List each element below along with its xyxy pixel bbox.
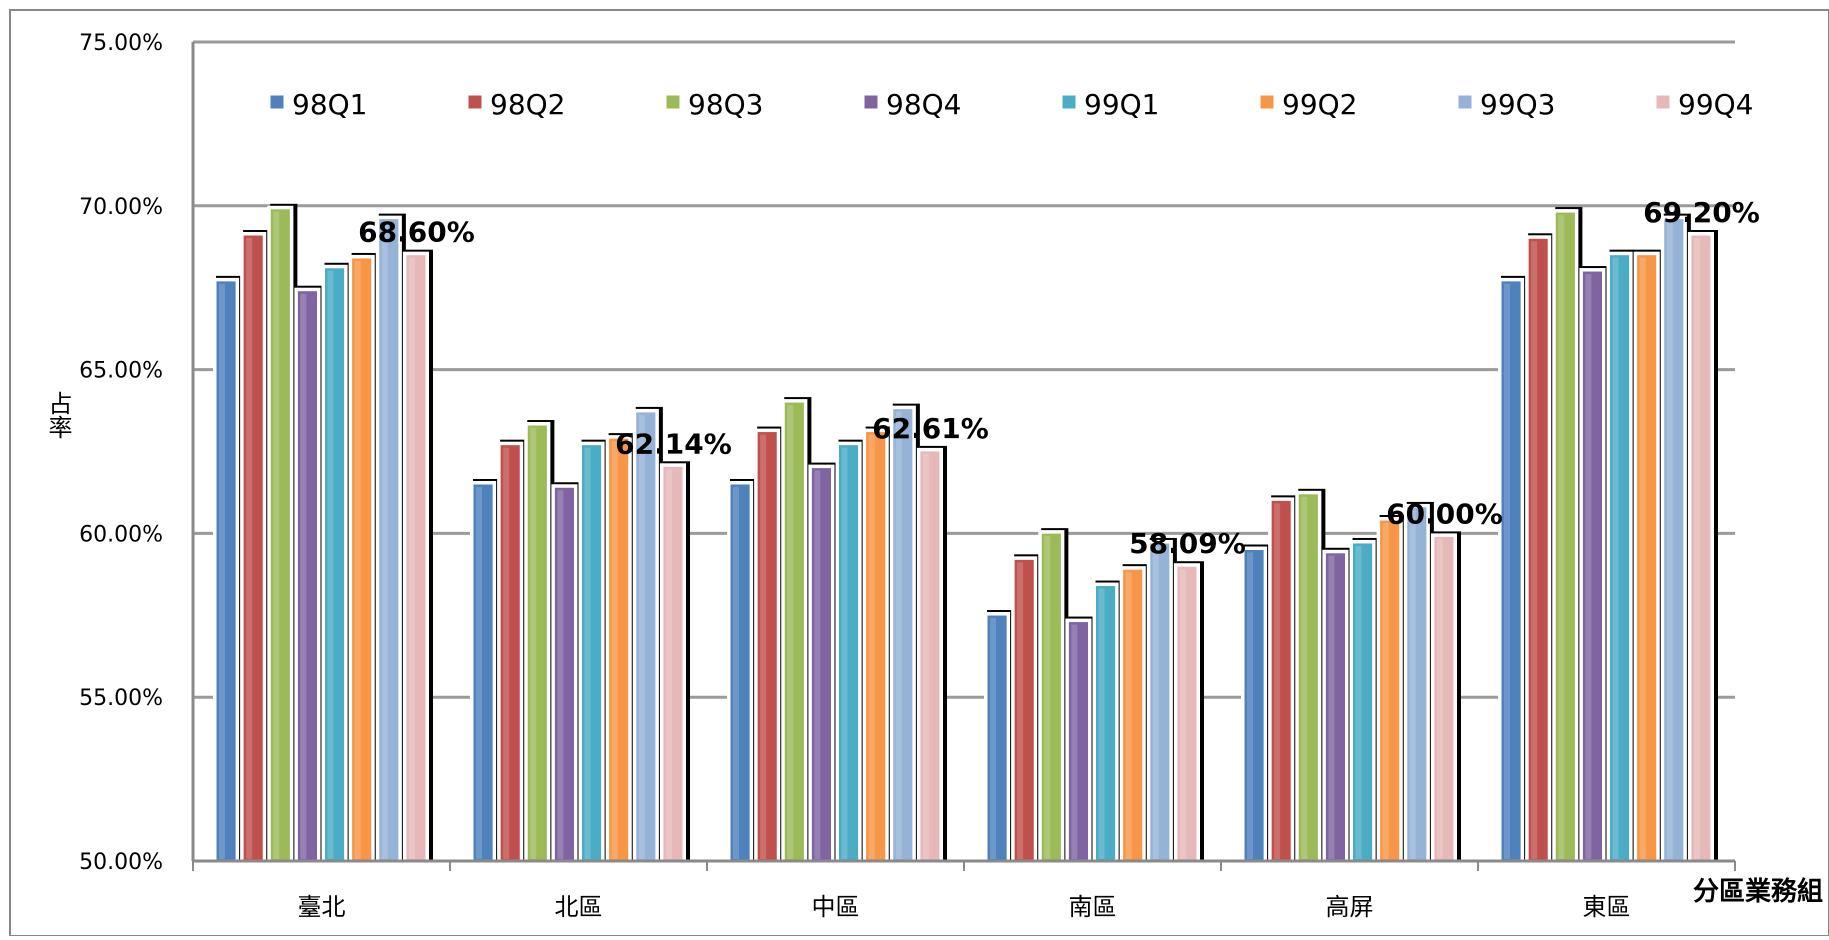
legend-label-98Q1: 98Q1	[292, 88, 367, 121]
bar-highlight	[990, 618, 996, 859]
legend-swatch-98Q3	[665, 94, 681, 110]
bar-highlight	[760, 434, 767, 859]
bar-highlight	[300, 293, 307, 859]
y-tick-label: 65.00%	[79, 359, 163, 384]
axis-layer: 50.00% 55.00% 60.00% 65.00% 70.00% 75.00% 臺北 北區…	[79, 31, 1736, 921]
data-label-2: 62.61%	[872, 412, 989, 445]
bar-layer	[213, 203, 1718, 862]
bar-highlight	[1382, 523, 1389, 859]
bar-highlight	[1247, 552, 1253, 859]
legend-label-99Q2: 99Q2	[1282, 88, 1357, 121]
bar-highlight	[1504, 283, 1510, 859]
bar-highlight	[1693, 238, 1700, 859]
legend-label-98Q4: 98Q4	[886, 88, 961, 121]
y-tick-label: 60.00%	[79, 522, 163, 547]
bar-highlight	[1274, 503, 1281, 859]
grid-layer	[193, 40, 1735, 699]
x-tick-label-2: 中區	[812, 893, 860, 921]
bar-highlight	[1328, 555, 1335, 859]
bar-highlight	[895, 411, 902, 859]
bar-highlight	[1044, 536, 1051, 859]
bar-highlight	[381, 221, 388, 860]
bar-highlight	[273, 211, 280, 860]
legend-swatch-98Q1	[269, 94, 285, 110]
bar-highlight	[1017, 562, 1024, 859]
bar-highlight	[503, 447, 510, 859]
legend-label-98Q3: 98Q3	[688, 88, 763, 121]
bar-highlight	[1179, 569, 1186, 859]
bar-highlight	[1071, 624, 1078, 859]
y-tick-label: 55.00%	[79, 686, 163, 711]
bar-highlight	[327, 270, 334, 859]
data-label-5: 69.20%	[1643, 196, 1760, 229]
bar-highlight	[1152, 545, 1159, 859]
bar-highlight	[733, 486, 739, 859]
legend-label-99Q4: 99Q4	[1678, 88, 1753, 121]
x-tick-label-1: 北區	[555, 893, 603, 921]
legend-swatch-98Q2	[467, 94, 483, 110]
bar-highlight	[530, 428, 537, 859]
bar-highlight	[611, 441, 618, 859]
x-tick-label-0: 臺北	[298, 893, 346, 921]
legend-swatch-99Q1	[1061, 94, 1077, 110]
data-label-1: 62.14%	[615, 427, 732, 460]
label-layer: 68.60% 62.14% 62.61% 58.09% 60.00% 69.20%	[358, 196, 1760, 560]
bar-highlight	[665, 469, 672, 859]
bar-highlight	[814, 470, 821, 859]
x-tick-label-4: 高屏	[1326, 893, 1374, 921]
bar-highlight	[476, 486, 482, 859]
data-label-0: 68.60%	[358, 216, 475, 249]
bar-highlight	[868, 434, 875, 859]
y-tick-label: 50.00%	[79, 850, 163, 875]
bar-highlight	[1301, 496, 1308, 859]
bar-highlight	[219, 283, 225, 859]
bar-highlight	[1558, 215, 1565, 860]
bar-highlight	[1355, 545, 1362, 859]
y-tick-label: 70.00%	[79, 195, 163, 220]
bar-highlight	[1612, 257, 1619, 859]
bar-highlight	[246, 238, 253, 859]
bar-highlight	[841, 447, 848, 859]
legend-swatch-98Q4	[863, 94, 879, 110]
bar-highlight	[1125, 572, 1132, 859]
bar-highlight	[638, 414, 645, 859]
bar-highlight	[1436, 539, 1443, 859]
bar-highlight	[1585, 274, 1592, 859]
data-label-3: 58.09%	[1129, 527, 1246, 560]
bar-highlight	[1666, 221, 1673, 860]
legend-label-99Q3: 99Q3	[1480, 88, 1555, 121]
y-axis-label: 占率	[44, 391, 72, 439]
legend-swatch-99Q3	[1457, 94, 1473, 110]
legend-swatch-99Q4	[1655, 94, 1671, 110]
legend-label-98Q2: 98Q2	[490, 88, 565, 121]
y-tick-label: 75.00%	[79, 31, 163, 56]
x-tick-label-3: 南區	[1069, 893, 1117, 921]
bar-highlight	[584, 447, 591, 859]
legend-layer: 98Q1 98Q2 98Q3 98Q4 99Q1 99Q2 99Q3 99Q4	[269, 88, 1753, 121]
bar-highlight	[922, 453, 929, 859]
legend-swatch-99Q2	[1259, 94, 1275, 110]
bar-highlight	[787, 405, 794, 859]
bar-highlight	[354, 260, 361, 859]
bar-highlight	[557, 490, 564, 859]
x-axis-label: 分區業務組	[1693, 876, 1823, 907]
bar-highlight	[408, 257, 415, 859]
bar-highlight	[1098, 588, 1105, 859]
x-tick-label-5: 東區	[1583, 893, 1631, 921]
bar-highlight	[1531, 241, 1538, 859]
legend-label-99Q1: 99Q1	[1084, 88, 1159, 121]
data-label-4: 60.00%	[1386, 497, 1503, 530]
bar-highlight	[1639, 257, 1646, 859]
bar-highlight	[1409, 509, 1416, 859]
